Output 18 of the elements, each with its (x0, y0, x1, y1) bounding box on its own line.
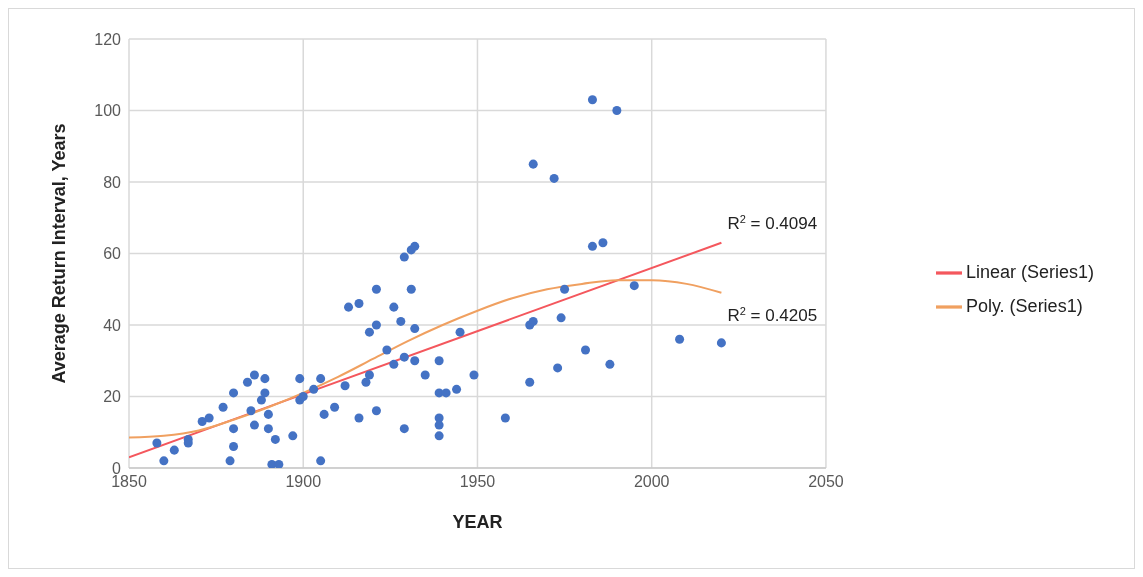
legend-label: Poly. (Series1) (965, 295, 1083, 316)
y-axis-title: Average Return Interval, Years (49, 123, 70, 384)
x-tick-label: 2000 (633, 473, 670, 491)
y-tick-label: 40 (103, 316, 122, 334)
annotation: R$^{2}$ = 0.4094 (727, 212, 818, 233)
y-tick-label: 120 (94, 30, 122, 48)
annotation: R$^{2}$ = 0.4205 (727, 304, 818, 325)
x-axis-title: YEAR (452, 512, 503, 532)
legend-label: Linear (Series1) (965, 261, 1094, 282)
x-tick-label: 1850 (111, 473, 147, 491)
y-tick-label: 80 (103, 173, 122, 191)
y-tick-label: 100 (94, 102, 122, 120)
y-tick-label: 60 (103, 245, 122, 263)
y-tick-label: 20 (103, 388, 122, 406)
x-tick-label: 1900 (285, 473, 322, 491)
x-tick-label: 1950 (459, 473, 496, 491)
line-series (129, 279, 723, 439)
x-tick-label: 2050 (808, 473, 844, 491)
